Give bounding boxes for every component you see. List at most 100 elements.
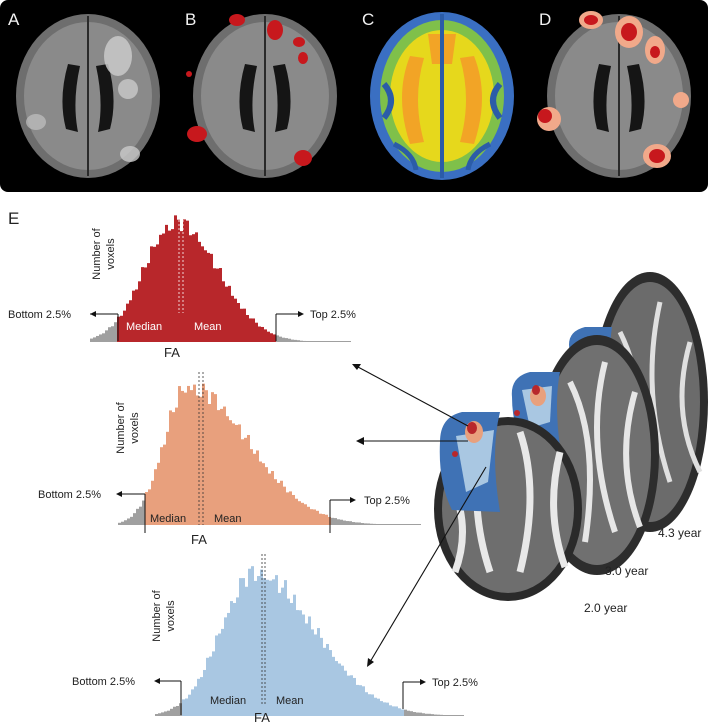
- histogram-bar: [331, 517, 334, 525]
- histogram-bar: [461, 715, 464, 716]
- histogram-bar: [132, 290, 135, 342]
- histogram-bar: [158, 713, 161, 716]
- histogram-bar: [292, 494, 295, 525]
- histogram-bar: [145, 492, 148, 525]
- histogram-bar: [118, 522, 121, 525]
- histogram-bar: [380, 701, 383, 716]
- histogram-bar: [123, 310, 126, 342]
- histogram-bar: [181, 390, 184, 525]
- histogram-bar: [298, 501, 301, 525]
- histogram-bar: [326, 643, 329, 716]
- histogram-bar: [126, 303, 129, 342]
- histogram-bar: [174, 215, 177, 342]
- histogram-bar: [428, 713, 431, 716]
- histogram-bar: [163, 444, 166, 525]
- histogram-bar: [236, 597, 239, 716]
- histogram-bar: [218, 633, 221, 716]
- histogram-bar: [262, 463, 265, 525]
- histogram-bar: [306, 341, 309, 342]
- histogram-bar: [188, 694, 191, 716]
- histogram-bar: [349, 521, 352, 525]
- histogram-bar: [299, 610, 302, 716]
- histogram-bar: [214, 394, 217, 525]
- histogram-bar: [124, 520, 127, 525]
- histogram-bar: [329, 650, 332, 716]
- histogram-bar: [323, 647, 326, 716]
- histogram-lesion: Number of voxels Median Mean FA Bottom 2…: [8, 208, 356, 360]
- histogram-bar: [347, 675, 350, 716]
- histogram-bar: [385, 524, 388, 525]
- histogram-bar: [217, 410, 220, 525]
- histogram-bar: [153, 246, 156, 342]
- histogram-bar: [187, 385, 190, 525]
- histogram-bar: [222, 281, 225, 342]
- histogram-bar: [108, 327, 111, 342]
- panel-letter: D: [539, 10, 552, 29]
- top-bracket: [275, 313, 302, 341]
- histogram-bar: [177, 219, 180, 342]
- histogram-bar: [164, 711, 167, 716]
- mean-label: Mean: [276, 695, 304, 707]
- histogram-bar: [229, 420, 232, 525]
- histogram-bar: [243, 308, 246, 342]
- histogram-bar: [269, 580, 272, 716]
- histogram-bar: [403, 524, 406, 525]
- histogram-bar: [368, 694, 371, 716]
- histogram-bar: [190, 390, 193, 525]
- histogram-bar: [186, 220, 189, 342]
- histogram-bar: [446, 715, 449, 716]
- histogram-bar: [276, 335, 279, 342]
- histogram-bar: [264, 329, 267, 342]
- histogram-bar: [194, 686, 197, 716]
- histogram-bar: [105, 330, 108, 342]
- panel-letter: A: [8, 10, 20, 29]
- histogram-bar: [183, 219, 186, 342]
- histogram-bar: [171, 229, 174, 342]
- histogram-bar: [230, 601, 233, 716]
- histogram-bar: [240, 308, 243, 342]
- histogram-bar: [167, 710, 170, 716]
- timepoint-label: 2.0 year: [584, 601, 627, 615]
- histogram-bar: [121, 521, 124, 525]
- histogram-bar: [159, 234, 162, 342]
- histogram-bar: [288, 338, 291, 342]
- histogram-bar: [335, 661, 338, 716]
- histogram-bar: [192, 234, 195, 342]
- panel-c: C: [354, 4, 530, 188]
- histogram-bar: [155, 713, 158, 716]
- y-axis-label: Number of: [91, 227, 103, 279]
- x-axis-label: FA: [164, 345, 180, 360]
- histogram-bar: [157, 462, 160, 525]
- top-bracket: [329, 499, 354, 533]
- histogram-bar: [342, 341, 345, 342]
- panel-b-brain-image: [186, 14, 337, 178]
- histogram-bar: [338, 663, 341, 716]
- histogram-bar: [102, 333, 105, 342]
- arrow-left-icon: [116, 491, 122, 497]
- histogram-bar: [367, 523, 370, 525]
- panel-letter: B: [185, 10, 197, 29]
- panel-c-fa-map-image: [370, 12, 514, 180]
- histogram-bar: [321, 341, 324, 342]
- histogram-bar: [307, 506, 310, 525]
- top-percent-label: Top 2.5%: [364, 495, 410, 507]
- histogram-bar: [265, 467, 268, 525]
- y-axis-label: voxels: [129, 412, 141, 444]
- histogram-bar: [156, 244, 159, 342]
- histogram-bar: [370, 523, 373, 525]
- histogram-bar: [165, 224, 168, 342]
- histogram-bar: [249, 318, 252, 342]
- histogram-bar: [227, 612, 230, 716]
- histogram-bar: [280, 480, 283, 525]
- brain-roi-2-0-year: [439, 412, 500, 512]
- histogram-bar: [133, 513, 136, 525]
- histogram-bar: [224, 617, 227, 716]
- histogram-bar: [267, 331, 270, 342]
- histogram-bar: [148, 489, 151, 525]
- arrow-icon: [356, 437, 364, 445]
- histogram-bar: [344, 670, 347, 716]
- histogram-bar: [204, 250, 207, 342]
- y-axis-label: Number of: [115, 401, 127, 453]
- histogram-bar: [268, 473, 271, 525]
- histogram-bar: [394, 524, 397, 525]
